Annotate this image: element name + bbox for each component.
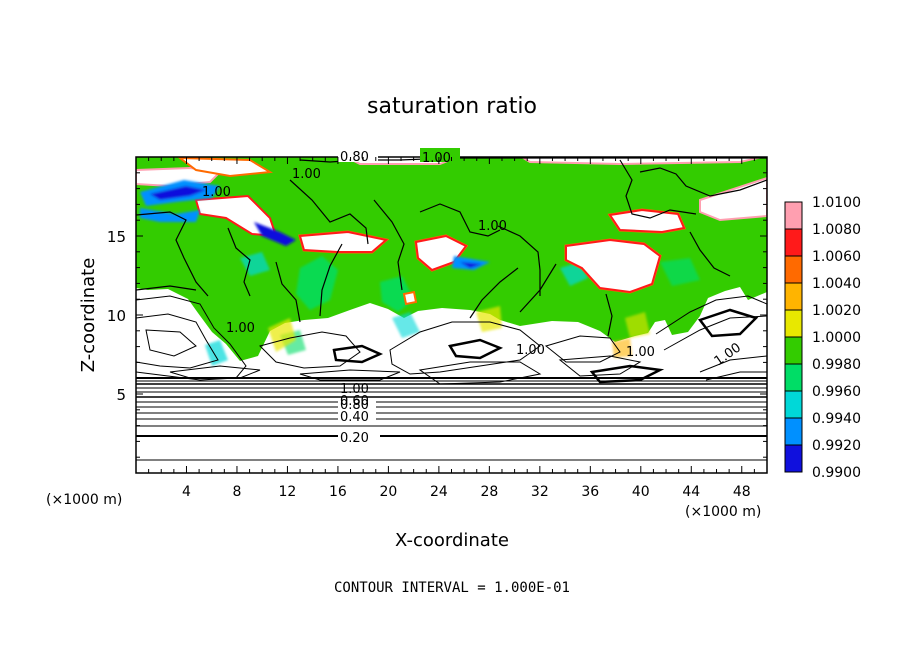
colorbar-swatch (785, 337, 802, 364)
chart-title: saturation ratio (367, 94, 537, 119)
x-tick-label: 32 (531, 484, 549, 500)
colorbar-swatch (785, 445, 802, 472)
x-tick-label: 16 (329, 484, 347, 500)
z-unit-label: (×1000 m) (46, 492, 122, 508)
x-tick-label: 20 (379, 484, 397, 500)
colorbar-label: 0.9980 (812, 357, 861, 373)
colorbar-swatch (785, 310, 802, 337)
colorbar-swatch (785, 418, 802, 445)
x-unit-label: (×1000 m) (685, 504, 761, 520)
colorbar-label: 1.0060 (812, 249, 861, 265)
x-tick-label: 40 (632, 484, 650, 500)
x-axis-title: X-coordinate (395, 530, 509, 551)
contour-label: 1.00 (340, 382, 369, 397)
colorbar-swatch (785, 202, 802, 229)
colorbar-label: 0.9940 (812, 411, 861, 427)
colorbar: 1.0100 1.0080 1.0060 1.0040 1.0020 1.0000 0.99… (784, 195, 861, 481)
plot-area (136, 157, 767, 473)
contour-label: 0.80 (340, 150, 369, 165)
colorbar-label: 0.9960 (812, 384, 861, 400)
colorbar-swatch (785, 283, 802, 310)
colorbar-swatch (785, 229, 802, 256)
contour-label: 1.00 (626, 345, 655, 360)
contour-label: 1.00 (478, 219, 507, 234)
y-axis: 5 10 15 (107, 172, 767, 458)
x-axis: 4 8 12 16 20 24 28 32 36 40 44 48 (148, 157, 755, 500)
contour-label: 0.40 (340, 410, 369, 425)
colorbar-label: 1.0040 (812, 276, 861, 292)
colorbar-label: 0.9900 (812, 465, 861, 481)
cloud-layer-contours (136, 295, 767, 385)
contour-label: 1.00 (422, 151, 451, 166)
y-tick-label: 5 (116, 386, 126, 404)
colorbar-swatch (785, 391, 802, 418)
x-tick-label: 24 (430, 484, 448, 500)
y-axis-title: Z-coordinate (78, 258, 99, 373)
colorbar-swatch (785, 364, 802, 391)
subsaturated-patches (136, 157, 767, 306)
contour-label: 0.20 (340, 431, 369, 446)
colorbar-swatch (785, 256, 802, 283)
contour-label: 1.00 (226, 321, 255, 336)
x-tick-label: 28 (480, 484, 498, 500)
colorbar-label: 1.0000 (812, 330, 861, 346)
colorbar-label: 1.0100 (812, 195, 861, 211)
y-tick-label: 15 (107, 228, 126, 246)
x-tick-label: 4 (182, 484, 191, 500)
colorbar-label: 1.0020 (812, 303, 861, 319)
contour-labels: 0.80 1.00 1.00 1.00 1.00 1.00 1.00 1.00 … (202, 148, 744, 446)
contour-interval-note: CONTOUR INTERVAL = 1.000E-01 (334, 580, 570, 596)
contour-label: 1.00 (292, 167, 321, 182)
x-tick-label: 48 (733, 484, 751, 500)
y-tick-label: 10 (107, 307, 126, 325)
contour-label: 1.00 (516, 343, 545, 358)
blue-streak (140, 180, 490, 270)
contour-label: 1.00 (202, 185, 231, 200)
x-tick-label: 12 (279, 484, 297, 500)
x-tick-label: 44 (682, 484, 700, 500)
saturation-contours (136, 157, 767, 337)
colorbar-label: 1.0080 (812, 222, 861, 238)
colorbar-label: 0.9920 (812, 438, 861, 454)
x-tick-label: 8 (232, 484, 241, 500)
contour-label: 0.80 (340, 398, 369, 413)
contour-label: 0.60 (340, 394, 369, 409)
x-tick-label: 36 (581, 484, 599, 500)
